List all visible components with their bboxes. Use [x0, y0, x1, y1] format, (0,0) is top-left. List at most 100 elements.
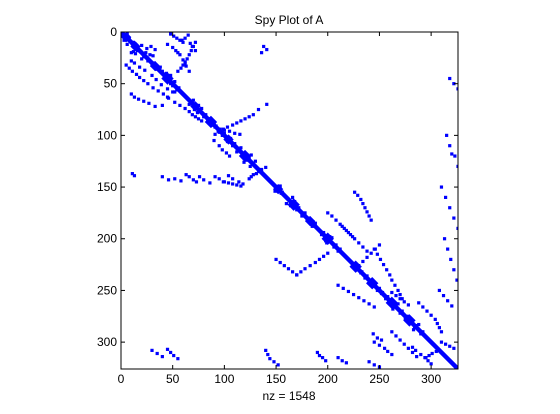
nonzero-marker [370, 278, 374, 282]
nonzero-marker [367, 214, 371, 218]
nonzero-marker [178, 53, 182, 57]
nonzero-marker [373, 247, 377, 251]
nonzero-marker [212, 138, 216, 143]
nonzero-marker [356, 193, 360, 197]
nonzero-marker [446, 299, 450, 303]
nonzero-marker [284, 202, 288, 206]
nonzero-marker [445, 133, 449, 137]
nonzero-marker [164, 71, 169, 75]
nonzero-marker [361, 245, 365, 249]
nonzero-marker [173, 100, 177, 104]
nonzero-marker [187, 102, 191, 106]
nonzero-marker [437, 326, 441, 330]
nonzero-marker [446, 247, 450, 251]
nonzero-marker [372, 305, 376, 309]
nonzero-marker [398, 311, 402, 315]
nonzero-marker [377, 243, 382, 247]
nonzero-marker [362, 299, 366, 303]
nonzero-marker [406, 303, 410, 307]
nonzero-marker [129, 59, 133, 63]
nonzero-marker [439, 340, 444, 344]
nonzero-marker [225, 125, 230, 129]
nonzero-marker [178, 103, 182, 107]
nonzero-marker [398, 338, 402, 342]
nonzero-marker [392, 305, 396, 309]
nonzero-marker [386, 295, 390, 299]
axis-ticks: 0 50 100 150 200 250 300 0 50 100 150 200 250 300 [97, 25, 458, 386]
nonzero-marker [160, 103, 164, 107]
nonzero-marker [319, 233, 324, 237]
nonzero-marker [181, 63, 185, 67]
nonzero-marker [381, 262, 386, 267]
nonzero-marker [363, 276, 367, 280]
nonzero-marker [455, 278, 458, 282]
nonzero-marker [243, 152, 247, 156]
nonzero-marker [448, 344, 452, 348]
nonzero-marker [231, 144, 235, 148]
nonzero-marker [217, 177, 221, 181]
nonzero-marker [220, 133, 224, 137]
nonzero-marker [185, 57, 189, 61]
nonzero-marker [122, 38, 126, 42]
nonzero-marker [406, 314, 410, 318]
nonzero-marker [444, 342, 448, 346]
x-tick-label: 100 [214, 372, 234, 386]
nonzero-marker [177, 86, 181, 90]
nonzero-marker [264, 165, 268, 170]
nonzero-marker [406, 346, 410, 350]
nonzero-marker [125, 32, 129, 36]
nonzero-marker [189, 49, 193, 53]
nonzero-marker [202, 115, 206, 119]
nonzero-marker [328, 235, 332, 239]
nonzero-marker [375, 252, 379, 256]
nonzero-marker [344, 361, 348, 365]
nonzero-marker [200, 119, 204, 123]
y-tick-label: 0 [110, 25, 117, 39]
nonzero-marker [127, 66, 131, 70]
y-tick-label: 50 [104, 77, 118, 91]
nonzero-marker [456, 87, 458, 91]
nonzero-marker [410, 350, 415, 355]
nonzero-marker [245, 158, 249, 162]
nonzero-marker [348, 233, 353, 237]
diagonal-block [223, 134, 234, 145]
nonzero-marker [151, 86, 155, 90]
nonzero-marker [280, 190, 284, 194]
nonzero-marker [448, 144, 452, 148]
nonzero-marker [193, 49, 198, 53]
nonzero-marker [394, 303, 398, 307]
nonzero-marker [452, 82, 456, 86]
nonzero-marker [351, 261, 356, 266]
nonzero-marker [183, 106, 187, 111]
nonzero-marker [403, 317, 407, 321]
nonzero-marker [379, 291, 384, 296]
nonzero-marker [166, 78, 171, 83]
nonzero-marker [134, 72, 139, 76]
nonzero-marker [217, 130, 221, 134]
nonzero-marker [336, 283, 340, 287]
nonzero-marker [202, 178, 206, 182]
nonzero-marker [424, 356, 428, 360]
nonzero-marker [365, 249, 369, 253]
nonzero-marker [239, 184, 243, 188]
nonzero-marker [452, 216, 456, 220]
nonzero-marker [132, 95, 137, 99]
nonzero-marker [265, 47, 269, 52]
nonzero-marker [228, 136, 233, 141]
nonzero-marker [156, 89, 160, 93]
nonzero-marker [187, 175, 191, 179]
nonzero-marker [434, 349, 438, 354]
nonzero-marker [238, 132, 242, 136]
nonzero-marker [324, 359, 328, 363]
nonzero-marker [162, 75, 167, 80]
nonzero-marker [357, 264, 361, 268]
nonzero-marker [400, 309, 404, 313]
nonzero-marker [251, 173, 255, 177]
nonzero-marker [121, 34, 124, 38]
nonzero-marker [191, 178, 195, 182]
nonzero-marker [149, 44, 153, 49]
nonzero-marker [386, 349, 390, 354]
nonzero-marker [336, 249, 340, 253]
nonzero-marker [166, 178, 171, 182]
nonzero-marker [160, 69, 164, 73]
